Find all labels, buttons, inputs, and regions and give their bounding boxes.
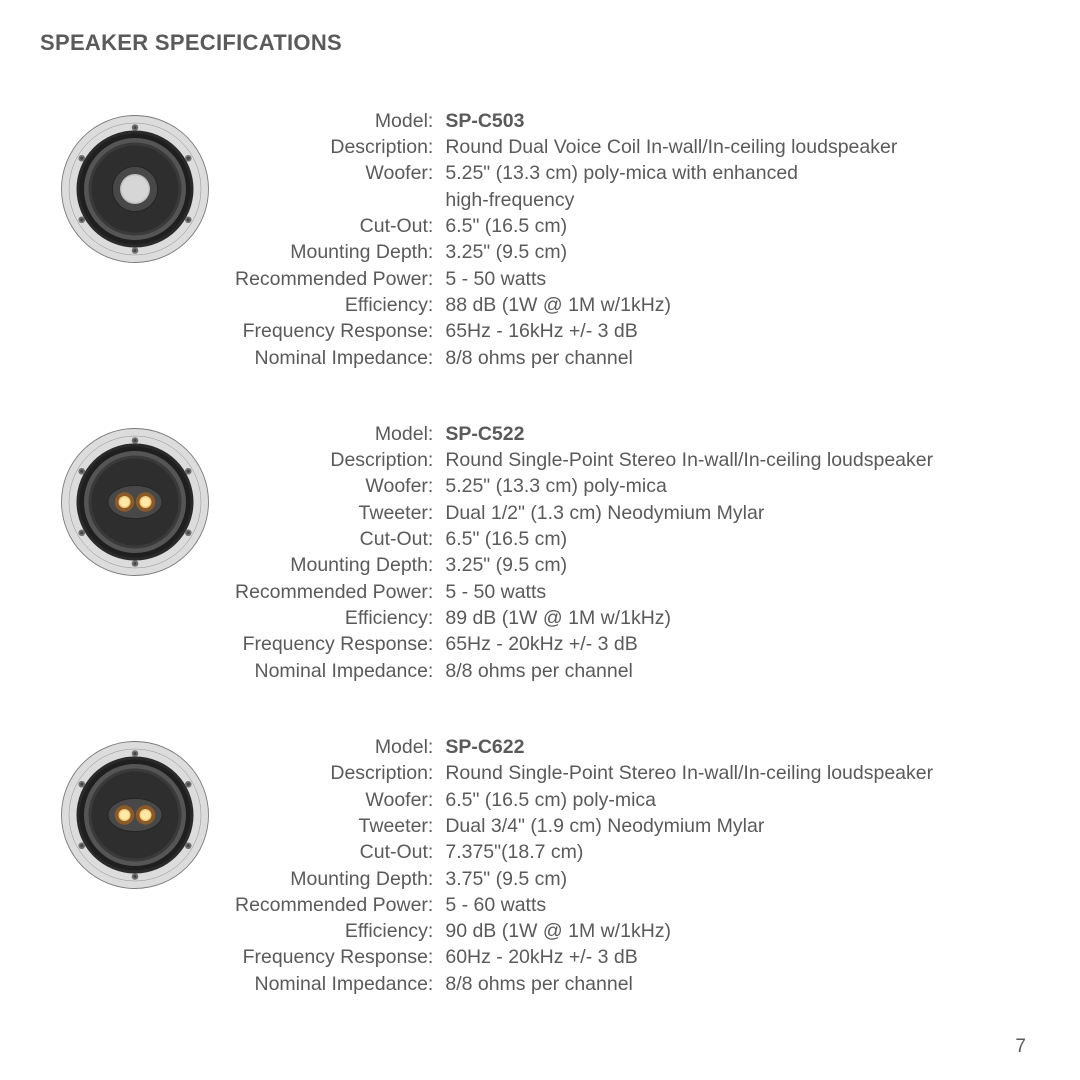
value-mounting-depth: 3.25" (9.5 cm) <box>445 239 1030 265</box>
value-nom-impedance: 8/8 ohms per channel <box>445 345 1030 371</box>
value-cut-out: 6.5" (16.5 cm) <box>445 213 1030 239</box>
spec-value-column: SP-C622 Round Single-Point Stereo In-wal… <box>439 734 1030 997</box>
label-efficiency: Efficiency: <box>235 605 433 631</box>
label-cut-out: Cut-Out: <box>235 526 433 552</box>
spec-block: Model: Description: Woofer: Tweeter: Cut… <box>40 734 1030 997</box>
label-description: Description: <box>235 447 433 473</box>
label-cut-out: Cut-Out: <box>235 213 433 239</box>
label-nom-impedance: Nominal Impedance: <box>235 971 433 997</box>
value-efficiency: 88 dB (1W @ 1M w/1kHz) <box>445 292 1030 318</box>
speaker-dvc-icon <box>60 114 210 264</box>
value-cut-out: 7.375"(18.7 cm) <box>445 839 1030 865</box>
value-woofer: 6.5" (16.5 cm) poly-mica <box>445 787 1030 813</box>
label-cut-out: Cut-Out: <box>235 839 433 865</box>
spec-label-column: Model: Description: Woofer: Cut-Out: Mou… <box>235 108 439 371</box>
label-model: Model: <box>235 421 433 447</box>
value-description: Round Single-Point Stereo In-wall/In-cei… <box>445 447 1030 473</box>
value-freq-response: 65Hz - 16kHz +/- 3 dB <box>445 318 1030 344</box>
speaker-stereo-icon <box>60 427 210 577</box>
label-woofer: Woofer: <box>235 473 433 499</box>
page-heading: SPEAKER SPECIFICATIONS <box>40 28 1030 58</box>
value-mounting-depth: 3.25" (9.5 cm) <box>445 552 1030 578</box>
value-efficiency: 90 dB (1W @ 1M w/1kHz) <box>445 918 1030 944</box>
spec-block: Model: Description: Woofer: Tweeter: Cut… <box>40 421 1030 684</box>
value-efficiency: 89 dB (1W @ 1M w/1kHz) <box>445 605 1030 631</box>
value-rec-power: 5 - 50 watts <box>445 266 1030 292</box>
label-model: Model: <box>235 108 433 134</box>
label-mounting-depth: Mounting Depth: <box>235 552 433 578</box>
spec-value-column: SP-C522 Round Single-Point Stereo In-wal… <box>439 421 1030 684</box>
value-mounting-depth: 3.75" (9.5 cm) <box>445 866 1030 892</box>
value-model: SP-C522 <box>445 421 1030 447</box>
label-woofer: Woofer: <box>235 160 433 186</box>
value-model: SP-C503 <box>445 108 1030 134</box>
product-image <box>40 421 210 577</box>
label-tweeter: Tweeter: <box>235 500 433 526</box>
value-woofer: 5.25" (13.3 cm) poly-mica with enhanced <box>445 160 1030 186</box>
value-nom-impedance: 8/8 ohms per channel <box>445 658 1030 684</box>
spec-block: Model: Description: Woofer: Cut-Out: Mou… <box>40 108 1030 371</box>
label-freq-response: Frequency Response: <box>235 944 433 970</box>
label-nom-impedance: Nominal Impedance: <box>235 658 433 684</box>
spec-label-column: Model: Description: Woofer: Tweeter: Cut… <box>235 421 439 684</box>
value-nom-impedance: 8/8 ohms per channel <box>445 971 1030 997</box>
label-nom-impedance: Nominal Impedance: <box>235 345 433 371</box>
spec-label-column: Model: Description: Woofer: Tweeter: Cut… <box>235 734 439 997</box>
value-rec-power: 5 - 60 watts <box>445 892 1030 918</box>
value-rec-power: 5 - 50 watts <box>445 579 1030 605</box>
speaker-stereo-icon <box>60 740 210 890</box>
value-description: Round Dual Voice Coil In-wall/In-ceiling… <box>445 134 1030 160</box>
label-description: Description: <box>235 760 433 786</box>
label-freq-response: Frequency Response: <box>235 631 433 657</box>
label-rec-power: Recommended Power: <box>235 892 433 918</box>
label-efficiency: Efficiency: <box>235 918 433 944</box>
label-mounting-depth: Mounting Depth: <box>235 239 433 265</box>
value-woofer-cont: high-frequency <box>445 187 1030 213</box>
label-mounting-depth: Mounting Depth: <box>235 866 433 892</box>
value-description: Round Single-Point Stereo In-wall/In-cei… <box>445 760 1030 786</box>
value-tweeter: Dual 3/4" (1.9 cm) Neodymium Mylar <box>445 813 1030 839</box>
product-image <box>40 108 210 264</box>
value-freq-response: 60Hz - 20kHz +/- 3 dB <box>445 944 1030 970</box>
value-model: SP-C622 <box>445 734 1030 760</box>
label-rec-power: Recommended Power: <box>235 266 433 292</box>
label-tweeter: Tweeter: <box>235 813 433 839</box>
label-efficiency: Efficiency: <box>235 292 433 318</box>
value-cut-out: 6.5" (16.5 cm) <box>445 526 1030 552</box>
value-freq-response: 65Hz - 20kHz +/- 3 dB <box>445 631 1030 657</box>
label-woofer: Woofer: <box>235 787 433 813</box>
value-tweeter: Dual 1/2" (1.3 cm) Neodymium Mylar <box>445 500 1030 526</box>
page-number: 7 <box>1015 1034 1026 1060</box>
label-freq-response: Frequency Response: <box>235 318 433 344</box>
spec-value-column: SP-C503 Round Dual Voice Coil In-wall/In… <box>439 108 1030 371</box>
label-model: Model: <box>235 734 433 760</box>
label-rec-power: Recommended Power: <box>235 579 433 605</box>
value-woofer: 5.25" (13.3 cm) poly-mica <box>445 473 1030 499</box>
label-description: Description: <box>235 134 433 160</box>
product-image <box>40 734 210 890</box>
